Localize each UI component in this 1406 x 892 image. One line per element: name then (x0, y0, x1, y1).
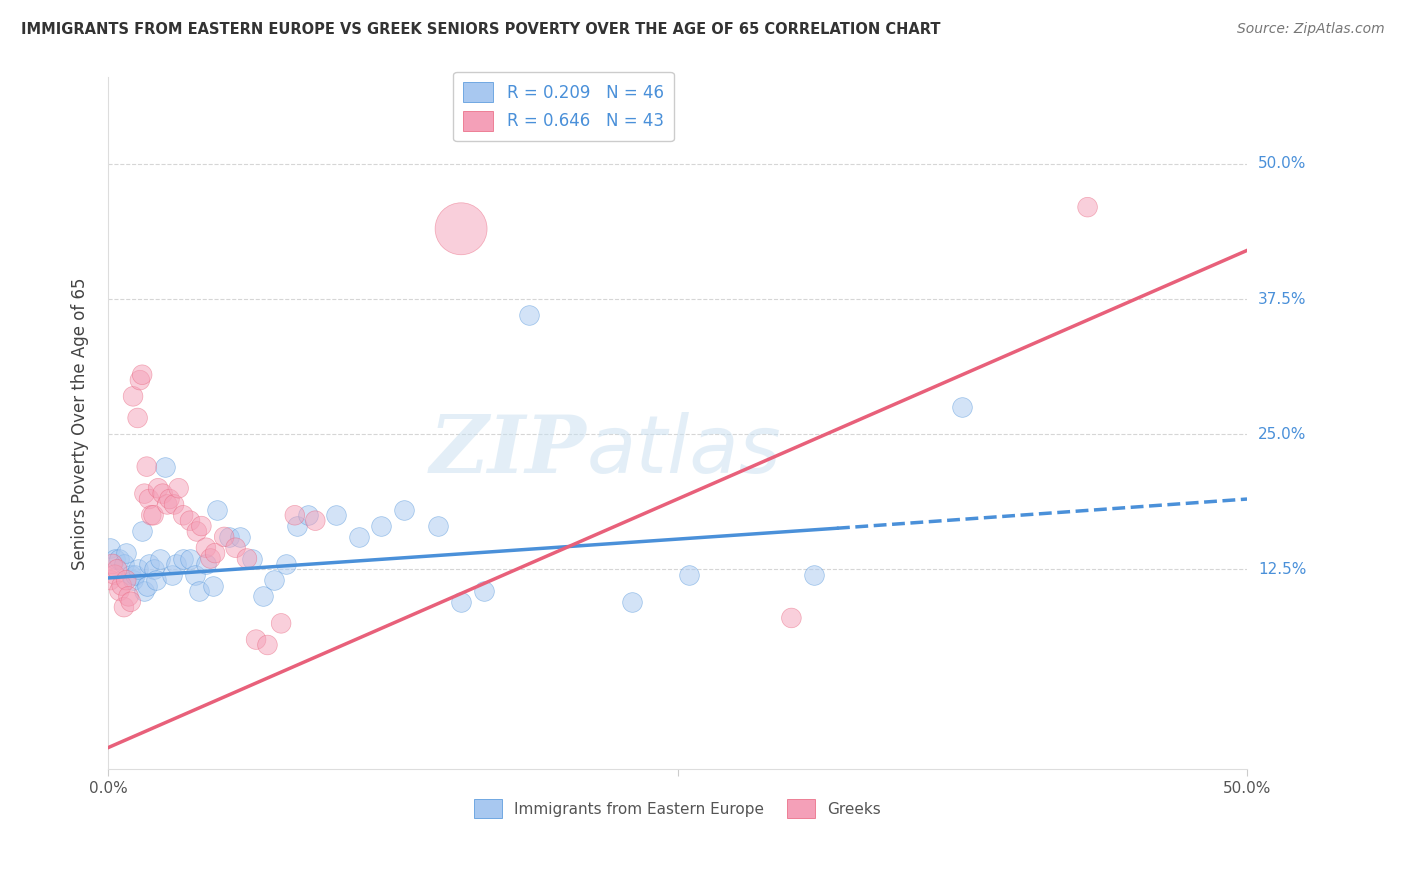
Point (1077, 200, 1099, 214)
Point (135, 578, 157, 592)
Point (145, 573, 167, 587)
Point (392, 503, 415, 517)
Point (98, 573, 121, 587)
Text: 12.5%: 12.5% (1258, 562, 1306, 577)
Point (236, 551, 259, 566)
Point (172, 508, 194, 523)
Point (620, 595, 643, 609)
Point (179, 551, 201, 566)
Point (263, 573, 285, 587)
Point (201, 578, 224, 592)
Point (347, 530, 370, 544)
Point (186, 524, 208, 539)
Point (200, 551, 222, 566)
Legend: Immigrants from Eastern Europe, Greeks: Immigrants from Eastern Europe, Greeks (468, 793, 887, 824)
Point (245, 632, 267, 647)
Point (104, 567, 127, 582)
Point (105, 562, 128, 576)
Text: ZIP: ZIP (429, 412, 586, 490)
Point (104, 551, 127, 566)
Point (160, 567, 183, 582)
Point (370, 519, 392, 533)
Point (678, 567, 700, 582)
Point (285, 519, 308, 533)
Point (163, 498, 186, 512)
Point (120, 595, 142, 609)
Point (112, 557, 135, 571)
Point (172, 551, 194, 566)
Point (167, 481, 190, 495)
Point (204, 546, 226, 560)
Point (142, 562, 165, 576)
Point (152, 486, 174, 500)
Point (141, 508, 163, 523)
Point (131, 368, 153, 382)
Point (115, 573, 138, 587)
Point (179, 514, 201, 528)
Point (240, 551, 263, 566)
Point (128, 373, 150, 387)
Point (111, 578, 134, 592)
Point (225, 541, 247, 555)
Point (284, 508, 307, 523)
Point (519, 308, 541, 322)
Text: Source: ZipAtlas.com: Source: ZipAtlas.com (1237, 22, 1385, 37)
Point (256, 638, 278, 652)
Point (183, 567, 205, 582)
Point (134, 583, 156, 598)
Y-axis label: Seniors Poverty Over the Age of 65: Seniors Poverty Over the Age of 65 (72, 277, 89, 570)
Point (108, 551, 131, 566)
Point (138, 491, 160, 506)
Point (122, 389, 145, 403)
Point (117, 590, 139, 604)
Point (135, 459, 157, 474)
Text: 25.0%: 25.0% (1258, 426, 1306, 442)
Point (274, 557, 297, 571)
Point (153, 459, 176, 474)
Point (131, 524, 153, 539)
Text: 37.5%: 37.5% (1258, 292, 1306, 307)
Point (450, 221, 472, 235)
Point (115, 546, 138, 560)
Point (156, 498, 179, 512)
Point (138, 557, 160, 571)
Point (207, 503, 229, 517)
Point (127, 411, 149, 425)
Point (950, 400, 973, 414)
Point (212, 530, 235, 544)
Point (218, 530, 240, 544)
Point (165, 557, 187, 571)
Point (194, 541, 217, 555)
Point (252, 590, 274, 604)
Point (297, 508, 319, 523)
Point (159, 491, 181, 506)
Point (780, 611, 803, 625)
Point (127, 562, 149, 576)
Point (101, 557, 124, 571)
Text: IMMIGRANTS FROM EASTERN EUROPE VS GREEK SENIORS POVERTY OVER THE AGE OF 65 CORRE: IMMIGRANTS FROM EASTERN EUROPE VS GREEK … (21, 22, 941, 37)
Point (450, 595, 472, 609)
Point (98, 541, 121, 555)
Text: 50.0%: 50.0% (1258, 156, 1306, 171)
Point (304, 514, 326, 528)
Point (270, 616, 292, 631)
Point (194, 557, 217, 571)
Point (149, 551, 172, 566)
Point (108, 583, 131, 598)
Point (142, 508, 165, 523)
Point (120, 567, 142, 582)
Point (134, 486, 156, 500)
Point (146, 481, 169, 495)
Text: atlas: atlas (586, 412, 782, 490)
Point (124, 567, 146, 582)
Point (472, 583, 495, 598)
Point (188, 583, 211, 598)
Point (229, 530, 252, 544)
Point (325, 508, 347, 523)
Point (427, 519, 450, 533)
Point (122, 573, 145, 587)
Point (112, 600, 135, 615)
Point (190, 519, 212, 533)
Point (803, 567, 825, 582)
